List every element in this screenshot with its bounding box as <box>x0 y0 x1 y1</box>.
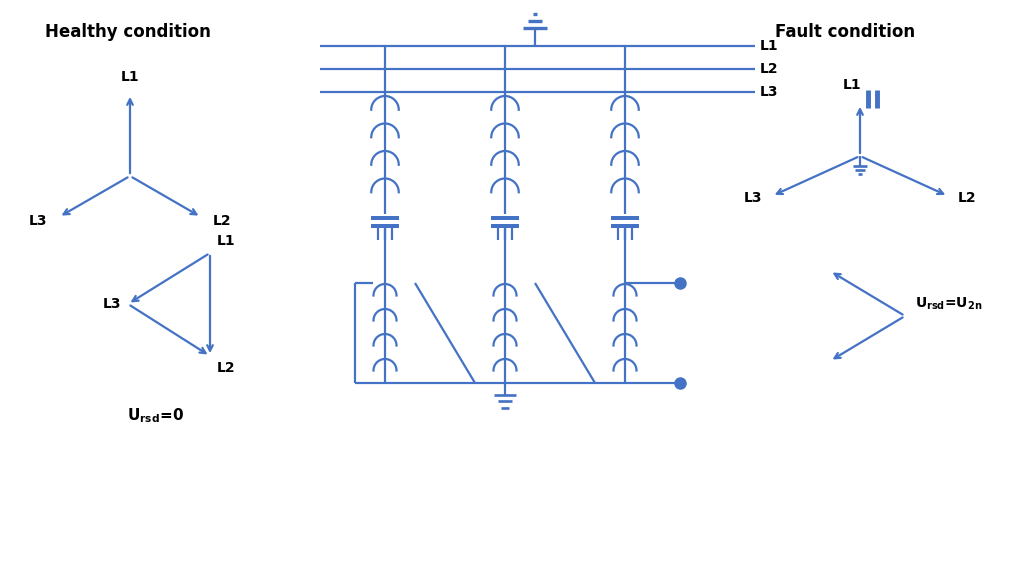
Text: L2: L2 <box>760 62 778 76</box>
Text: L3: L3 <box>760 85 778 99</box>
Text: Healthy condition: Healthy condition <box>45 23 211 41</box>
Text: L1: L1 <box>217 234 236 248</box>
Text: L3: L3 <box>102 297 121 311</box>
Text: L1: L1 <box>121 70 139 84</box>
Text: Fault condition: Fault condition <box>775 23 915 41</box>
Text: L2: L2 <box>958 191 977 205</box>
Text: $\mathregular{U_{rsd}}$=0: $\mathregular{U_{rsd}}$=0 <box>127 407 183 425</box>
Text: L2: L2 <box>213 214 231 228</box>
Text: L1: L1 <box>760 39 778 53</box>
Text: L1: L1 <box>843 78 861 92</box>
Text: L2: L2 <box>217 361 236 375</box>
Text: L3: L3 <box>743 191 762 205</box>
Text: L3: L3 <box>29 214 47 228</box>
Text: $\mathregular{U_{rsd}}$=$\mathregular{U_{2n}}$: $\mathregular{U_{rsd}}$=$\mathregular{U_… <box>915 296 982 312</box>
